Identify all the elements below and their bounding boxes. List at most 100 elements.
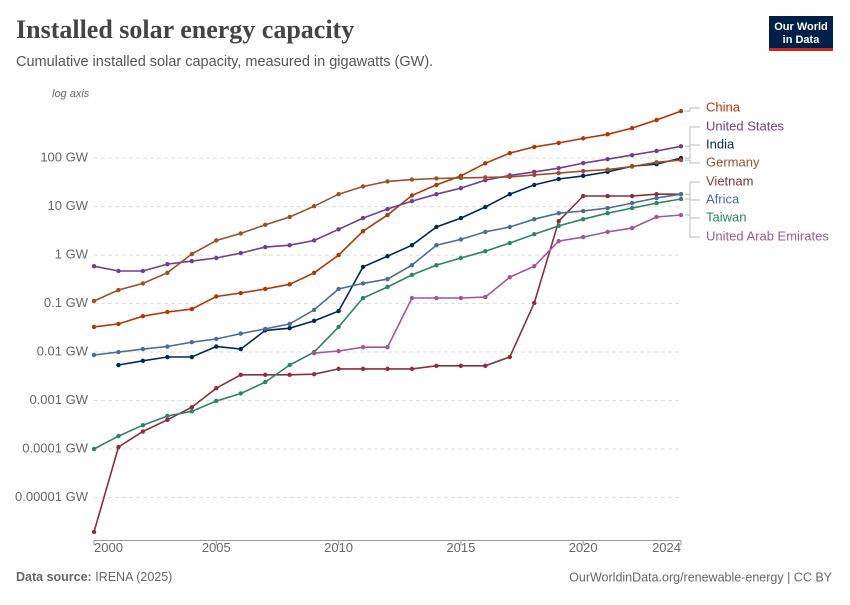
point <box>336 324 341 330</box>
legend-label: Vietnam <box>706 173 753 188</box>
series-line <box>314 214 682 354</box>
point <box>214 398 219 404</box>
point <box>434 192 439 197</box>
source-label: Data source: <box>16 570 92 584</box>
point <box>678 192 684 197</box>
point <box>458 295 464 301</box>
point <box>140 429 146 434</box>
x-tick-label: 2020 <box>569 540 598 555</box>
point <box>629 152 635 158</box>
point <box>629 200 635 206</box>
point <box>238 372 243 377</box>
point <box>189 354 195 360</box>
x-tick-label: 2015 <box>446 540 475 555</box>
point <box>189 251 195 257</box>
point <box>532 169 537 175</box>
point <box>91 529 97 535</box>
logo[interactable]: Our World in Data <box>769 16 833 51</box>
point <box>360 366 366 372</box>
point <box>434 295 439 301</box>
point <box>483 161 488 166</box>
point <box>165 354 170 360</box>
point <box>165 261 170 267</box>
point <box>434 262 439 268</box>
point <box>287 282 292 287</box>
point <box>165 270 170 276</box>
point <box>116 268 121 274</box>
point <box>532 172 537 178</box>
point <box>654 214 659 220</box>
point <box>629 125 635 131</box>
point <box>532 300 537 306</box>
point <box>140 346 146 352</box>
point <box>434 242 439 248</box>
point <box>605 211 610 216</box>
x-tick-label: 2005 <box>202 540 231 555</box>
point <box>507 174 512 180</box>
point <box>116 321 121 327</box>
point <box>409 295 415 301</box>
logo-bar <box>769 48 833 51</box>
point <box>532 263 537 269</box>
legend-label: United Arab Emirates <box>706 228 829 243</box>
legend-connector <box>685 107 700 112</box>
point <box>483 229 488 235</box>
point <box>189 404 195 410</box>
point <box>678 157 684 163</box>
point <box>434 224 439 230</box>
point <box>507 192 512 197</box>
point <box>140 281 146 286</box>
point <box>654 148 659 154</box>
point <box>409 262 415 268</box>
point <box>409 198 415 204</box>
point <box>580 136 586 141</box>
legend-connector <box>685 126 700 147</box>
point <box>238 231 243 236</box>
point <box>458 215 464 221</box>
point <box>189 258 195 264</box>
point <box>238 331 243 336</box>
point <box>580 234 586 240</box>
source: Data source: IRENA (2025) <box>16 570 172 584</box>
point <box>409 177 415 182</box>
point <box>556 218 561 224</box>
point <box>605 205 610 211</box>
point <box>678 108 684 114</box>
series-line <box>93 193 681 533</box>
point <box>678 144 684 149</box>
point <box>311 318 317 324</box>
point <box>605 167 610 172</box>
point <box>214 385 219 391</box>
y-tick-label: 0.00001 GW <box>15 489 89 504</box>
point <box>532 144 537 150</box>
point <box>629 225 635 231</box>
point <box>678 196 684 202</box>
point <box>360 295 366 301</box>
point <box>214 294 219 299</box>
point <box>434 363 439 369</box>
point <box>580 168 586 174</box>
point <box>483 294 488 300</box>
legend-connector <box>685 181 700 195</box>
point <box>360 264 366 270</box>
point <box>556 170 561 176</box>
point <box>263 326 268 332</box>
footer-url[interactable]: OurWorldinData.org/renewable-energy | CC… <box>569 570 833 584</box>
legend-label: Taiwan <box>706 209 746 224</box>
point <box>360 344 366 350</box>
legend-label: India <box>706 136 735 151</box>
point <box>507 224 512 230</box>
point <box>483 204 488 210</box>
chart-subtitle: Cumulative installed solar capacity, mea… <box>16 54 433 70</box>
point <box>311 203 317 209</box>
point <box>458 175 464 181</box>
point <box>580 216 586 222</box>
legend-connector <box>685 198 700 219</box>
point <box>287 242 292 248</box>
point <box>165 413 170 419</box>
point <box>360 281 366 286</box>
x-tick-label: 2000 <box>94 540 123 555</box>
point <box>140 358 146 364</box>
point <box>556 176 561 182</box>
